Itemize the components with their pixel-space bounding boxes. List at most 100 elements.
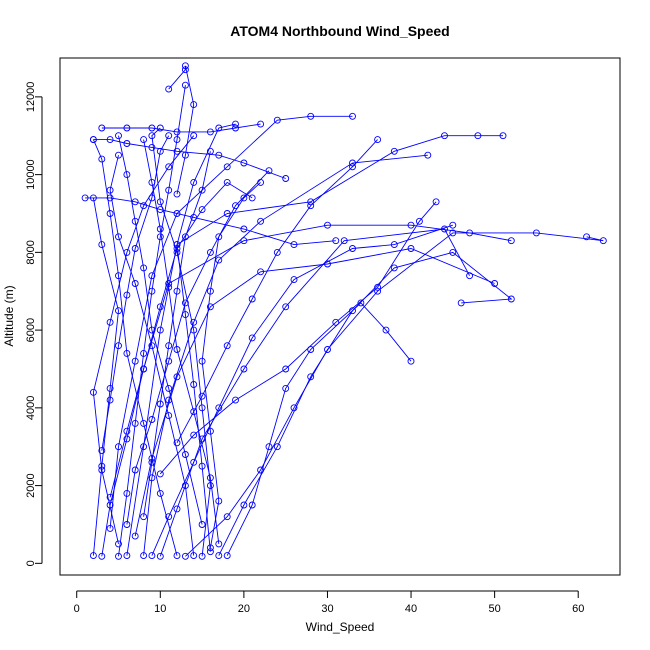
series xyxy=(123,167,273,528)
data-point xyxy=(240,194,248,202)
data-point xyxy=(257,120,265,128)
data-point xyxy=(140,552,148,560)
data-point xyxy=(257,268,265,276)
data-point xyxy=(98,466,106,474)
y-tick-label: 2000 xyxy=(25,473,37,497)
data-point xyxy=(332,237,340,245)
series-line xyxy=(126,170,270,525)
series xyxy=(156,198,440,478)
data-point xyxy=(131,217,139,225)
y-tick-label: 6000 xyxy=(25,318,37,342)
data-point xyxy=(215,404,223,412)
series-line xyxy=(143,154,428,556)
data-point xyxy=(449,248,457,256)
data-point xyxy=(165,357,173,365)
data-point xyxy=(424,151,432,159)
series-line xyxy=(101,135,170,451)
series-line xyxy=(109,155,195,556)
series xyxy=(198,178,265,552)
data-point xyxy=(382,326,390,334)
data-point xyxy=(181,451,189,458)
series-line xyxy=(201,182,261,548)
data-point xyxy=(123,248,131,256)
data-point xyxy=(123,171,131,179)
series xyxy=(89,132,198,548)
series-line xyxy=(101,224,512,557)
data-point xyxy=(131,532,139,540)
data-point xyxy=(156,326,164,334)
series-line xyxy=(151,224,453,556)
data-point xyxy=(181,66,189,74)
y-tick-label: 12000 xyxy=(25,82,37,113)
data-point xyxy=(165,412,173,420)
data-point xyxy=(156,552,164,560)
data-point xyxy=(198,521,206,528)
data-point xyxy=(491,280,499,287)
x-tick-label: 50 xyxy=(489,603,501,615)
data-point xyxy=(89,388,97,396)
data-point xyxy=(215,497,223,505)
data-point xyxy=(223,342,231,350)
data-point xyxy=(198,186,206,194)
series-line xyxy=(176,139,378,444)
series-line xyxy=(226,302,412,556)
data-point xyxy=(181,62,189,70)
series xyxy=(156,225,474,560)
series-line xyxy=(143,139,220,544)
data-point xyxy=(215,552,223,560)
series-line xyxy=(134,248,495,537)
data-point xyxy=(123,489,131,497)
data-point xyxy=(257,217,265,225)
data-point xyxy=(282,384,290,392)
data-point xyxy=(215,256,223,264)
series-line xyxy=(92,135,195,544)
data-point xyxy=(374,283,382,291)
data-point xyxy=(583,233,591,241)
data-point xyxy=(340,237,348,245)
data-point xyxy=(131,419,139,427)
data-point xyxy=(290,276,298,284)
x-tick-label: 0 xyxy=(74,603,80,615)
data-point xyxy=(115,307,122,315)
data-point xyxy=(148,326,156,334)
data-point xyxy=(173,210,181,217)
data-point xyxy=(190,318,198,326)
data-point xyxy=(190,552,198,560)
data-point xyxy=(307,373,315,381)
data-point xyxy=(198,206,206,214)
y-tick-label: 8000 xyxy=(25,240,37,264)
data-point xyxy=(206,128,214,136)
data-point xyxy=(190,431,198,439)
data-point xyxy=(165,132,173,140)
series xyxy=(98,120,265,136)
series-line xyxy=(118,135,203,525)
data-point xyxy=(156,198,164,206)
data-point xyxy=(123,552,131,560)
data-point xyxy=(206,147,214,155)
data-point xyxy=(148,416,156,423)
data-point xyxy=(115,443,122,451)
data-point xyxy=(131,280,139,287)
data-point xyxy=(407,245,415,252)
data-point xyxy=(98,552,106,560)
data-point xyxy=(173,136,181,144)
series-line xyxy=(109,181,253,498)
data-point xyxy=(449,221,457,229)
data-point xyxy=(390,147,398,155)
data-point xyxy=(165,283,173,291)
data-point xyxy=(532,229,540,237)
data-point xyxy=(198,404,206,412)
data-point xyxy=(374,136,382,144)
data-point xyxy=(123,140,131,147)
data-point xyxy=(206,544,214,552)
series xyxy=(115,81,189,560)
data-point xyxy=(190,381,198,388)
data-point xyxy=(206,248,214,256)
y-axis-label: Altitude (m) xyxy=(2,285,16,346)
data-point xyxy=(390,264,398,272)
data-point xyxy=(324,346,331,353)
data-point xyxy=(206,303,214,311)
data-point xyxy=(206,548,214,556)
data-point xyxy=(190,458,198,466)
